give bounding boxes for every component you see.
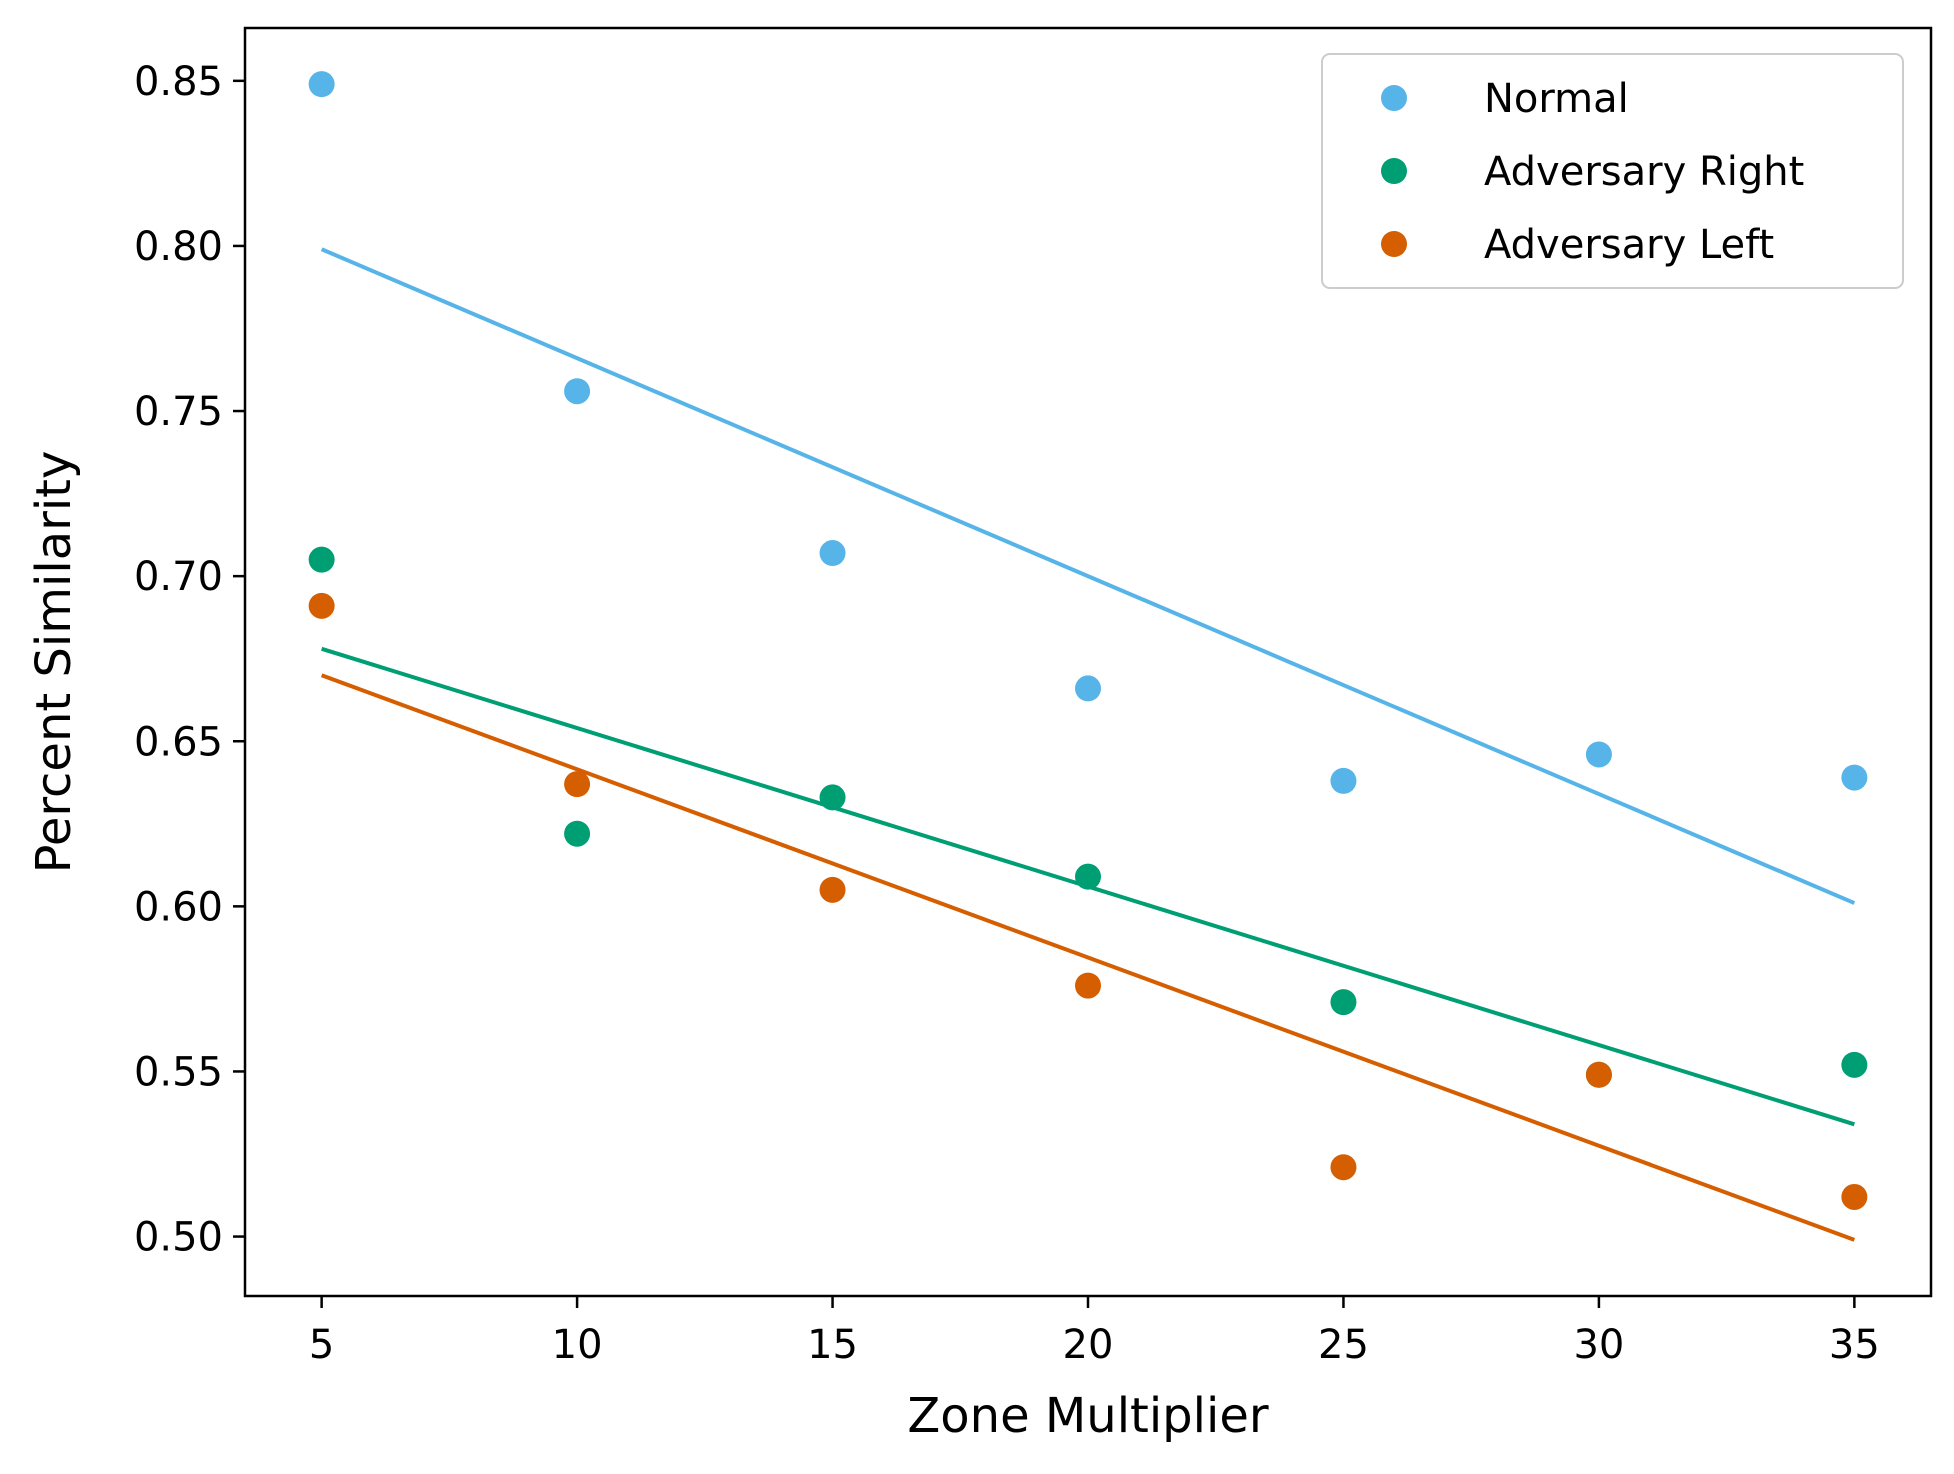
legend-label: Normal — [1484, 76, 1629, 122]
y-axis-label: Percent Similarity — [26, 451, 82, 874]
y-tick-label: 0.50 — [134, 1215, 223, 1261]
y-tick-label: 0.70 — [134, 554, 223, 600]
legend-marker — [1381, 158, 1407, 184]
data-point-series-0 — [1585, 741, 1612, 768]
y-tick-label: 0.85 — [134, 59, 223, 105]
data-point-series-1 — [308, 546, 335, 573]
x-tick-label: 10 — [552, 1322, 603, 1368]
legend: Normal Adversary Right Adversary Left — [1321, 53, 1904, 289]
data-point-series-1 — [1841, 1051, 1868, 1078]
x-tick-label: 25 — [1318, 1322, 1369, 1368]
x-tick-label: 35 — [1829, 1322, 1880, 1368]
legend-marker — [1381, 231, 1407, 257]
y-tick-label: 0.60 — [134, 884, 223, 930]
x-axis-ticks: 5 10 15 20 25 30 35 — [309, 1296, 1880, 1368]
plot-frame — [243, 26, 1933, 1298]
legend-label: Adversary Right — [1484, 149, 1804, 195]
y-axis-ticks: 0.50 0.55 0.60 0.65 0.70 0.75 0.80 0.85 — [134, 59, 245, 1261]
legend-label: Adversary Left — [1484, 222, 1774, 268]
data-point-series-2 — [819, 876, 846, 903]
data-point-series-0 — [819, 540, 846, 567]
legend-marker — [1381, 85, 1407, 111]
data-point-series-1 — [564, 820, 591, 847]
x-axis-label: Zone Multiplier — [907, 1388, 1268, 1444]
y-tick-label: 0.65 — [134, 719, 223, 765]
trendline-series-2 — [320, 673, 1856, 1242]
x-tick-label: 5 — [309, 1322, 334, 1368]
data-point-series-0 — [1075, 675, 1101, 702]
y-tick-label: 0.80 — [134, 224, 223, 270]
legend-box — [1321, 53, 1904, 289]
data-point-series-0 — [1841, 764, 1868, 791]
y-tick-label: 0.75 — [134, 389, 223, 435]
data-point-series-2 — [1585, 1061, 1612, 1088]
x-tick-label: 15 — [807, 1322, 858, 1368]
data-points — [308, 71, 1868, 1210]
data-point-series-1 — [1075, 863, 1101, 890]
data-point-series-0 — [564, 378, 591, 405]
data-point-series-2 — [308, 592, 335, 619]
data-point-series-2 — [1841, 1183, 1868, 1210]
data-point-series-2 — [1330, 1154, 1357, 1181]
x-tick-label: 30 — [1573, 1322, 1624, 1368]
data-point-series-1 — [819, 784, 846, 811]
data-point-series-0 — [1330, 767, 1357, 794]
y-tick-label: 0.55 — [134, 1049, 223, 1095]
trendline-series-0 — [320, 247, 1856, 905]
x-tick-label: 20 — [1063, 1322, 1114, 1368]
data-point-series-0 — [308, 71, 335, 98]
data-point-series-2 — [1075, 972, 1101, 999]
data-point-series-2 — [564, 771, 591, 798]
data-point-series-1 — [1330, 989, 1357, 1016]
